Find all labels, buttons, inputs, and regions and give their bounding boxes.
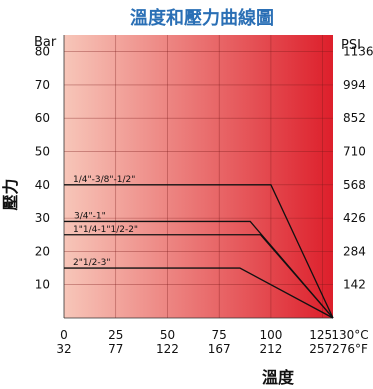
y-tick-psi-0: 142: [343, 278, 366, 292]
series-label-3: 2"1/2-3": [73, 258, 110, 268]
y-tick-bar-4: 50: [35, 145, 50, 159]
y-tick-psi-3: 568: [343, 178, 366, 192]
y-tick-psi-1: 284: [343, 244, 366, 258]
y-tick-psi-5: 852: [343, 111, 366, 125]
series-line-0: [64, 184, 334, 319]
y-tick-bar-1: 20: [35, 244, 50, 258]
series-line-2: [64, 234, 334, 319]
x-tick-celsius-6: 130°C: [331, 328, 368, 342]
x-axis-title: 溫度: [262, 368, 295, 387]
series-line-3: [64, 267, 334, 319]
y-tick-bar-2: 30: [35, 211, 50, 225]
x-tick-fahrenheit-1: 77: [108, 342, 123, 356]
y-tick-bar-0: 10: [35, 278, 50, 292]
y-tick-bar-3: 40: [35, 178, 50, 192]
x-tick-celsius-5: 125: [309, 328, 332, 342]
x-tick-fahrenheit-6: 276°F: [332, 342, 368, 356]
x-tick-fahrenheit-5: 257: [309, 342, 332, 356]
y-tick-psi-6: 994: [343, 78, 366, 92]
x-tick-fahrenheit-4: 212: [259, 342, 282, 356]
x-tick-fahrenheit-0: 32: [56, 342, 71, 356]
y-axis-title: 壓力: [1, 178, 20, 210]
series-label-0: 1/4"-3/8"-1/2": [73, 175, 135, 185]
y-right-unit-label: PSI: [341, 38, 361, 53]
x-tick-celsius-0: 0: [60, 328, 68, 342]
tick-labels: 10 142 20 284 30 426 40 568 50 710 60 852 70 994 80 113…: [35, 45, 373, 356]
y-tick-bar-5: 60: [35, 111, 50, 125]
x-tick-fahrenheit-3: 167: [208, 342, 231, 356]
x-tick-fahrenheit-2: 122: [156, 342, 179, 356]
y-left-unit-label: Bar: [34, 35, 57, 50]
grid: [63, 35, 333, 319]
chart-title: 溫度和壓力曲線圖: [130, 7, 274, 29]
plot-area: [64, 35, 333, 318]
x-tick-celsius-2: 50: [160, 328, 175, 342]
x-tick-celsius-3: 75: [212, 328, 227, 342]
y-tick-bar-7: 80: [35, 45, 50, 59]
series-label-2: 1"1/4-1"1/2-2": [73, 225, 138, 235]
y-tick-bar-6: 70: [35, 78, 50, 92]
series-layer: 1/4"-3/8"-1/2" 3/4"-1" 1"1/4-1"1/2-2" 2"1/2…: [64, 175, 334, 319]
y-tick-psi-4: 710: [343, 145, 366, 159]
x-tick-celsius-1: 25: [108, 328, 123, 342]
y-tick-psi-2: 426: [343, 211, 366, 225]
series-label-1: 3/4"-1": [74, 211, 106, 221]
y-tick-psi-7: 1136: [343, 45, 373, 59]
x-tick-celsius-4: 100: [259, 328, 282, 342]
